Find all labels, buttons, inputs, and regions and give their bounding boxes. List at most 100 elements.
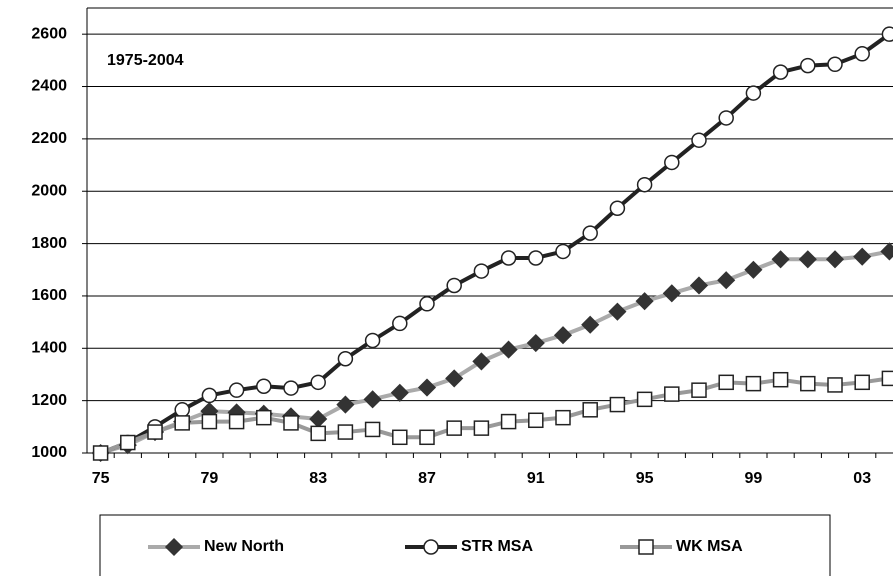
data-point <box>825 250 845 269</box>
y-tick-label: 2200 <box>31 130 67 147</box>
data-point <box>363 390 382 409</box>
data-point <box>662 284 681 303</box>
x-tick-label: 99 <box>745 470 763 487</box>
data-point <box>717 271 736 290</box>
data-point <box>473 263 490 279</box>
y-tick-label: 1000 <box>31 444 67 461</box>
data-point <box>419 296 435 312</box>
y-tick-label: 2000 <box>31 182 67 199</box>
data-point <box>364 421 381 438</box>
data-point <box>473 420 490 436</box>
legend-marker <box>423 539 439 555</box>
data-point <box>691 132 707 148</box>
legend-marker <box>638 539 654 555</box>
data-point <box>309 409 328 429</box>
data-point <box>310 374 326 391</box>
data-point <box>201 387 218 404</box>
annotation: 1975-2004 <box>107 52 184 69</box>
data-point <box>499 340 518 359</box>
data-point <box>417 378 437 397</box>
data-point <box>664 154 680 171</box>
data-point <box>526 333 545 353</box>
data-point <box>228 413 245 430</box>
data-point <box>582 225 598 241</box>
data-point <box>472 352 491 371</box>
data-point <box>553 326 573 345</box>
data-point <box>528 412 544 429</box>
data-point <box>310 425 326 442</box>
data-point <box>881 370 893 387</box>
data-point <box>881 26 893 42</box>
data-point <box>256 409 272 426</box>
data-point <box>745 85 762 101</box>
data-point <box>256 378 272 394</box>
data-point <box>636 391 653 408</box>
data-point <box>744 260 763 279</box>
legend-label: WK MSA <box>676 538 743 555</box>
data-point <box>689 276 709 295</box>
data-point <box>771 250 790 269</box>
data-point <box>555 243 571 260</box>
data-point <box>745 375 762 392</box>
data-point <box>772 371 789 388</box>
data-point <box>147 424 163 440</box>
data-point <box>446 420 462 436</box>
series-line <box>99 376 890 455</box>
data-point <box>390 383 409 402</box>
x-tick-label: 03 <box>853 470 871 487</box>
data-point <box>636 176 653 193</box>
x-tick-label: 79 <box>201 470 219 487</box>
y-tick-label: 1800 <box>31 235 67 252</box>
data-point <box>718 110 734 126</box>
data-point <box>827 377 843 393</box>
data-point <box>800 375 816 392</box>
data-point <box>800 57 816 74</box>
legend-label: STR MSA <box>461 538 533 555</box>
data-point <box>445 369 464 388</box>
data-point <box>419 429 435 446</box>
data-point <box>337 424 354 440</box>
data-point <box>581 315 600 334</box>
data-point <box>364 332 381 349</box>
data-point <box>664 386 680 402</box>
x-tick-label: 83 <box>309 470 327 487</box>
legend-label: New North <box>204 538 284 555</box>
data-point <box>609 396 626 413</box>
x-tick-label: 87 <box>418 470 436 487</box>
data-point <box>336 395 355 414</box>
x-tick-label: 95 <box>636 470 654 487</box>
data-point <box>854 46 870 62</box>
data-point <box>609 200 626 216</box>
data-point <box>528 250 544 266</box>
legend-box <box>99 514 831 576</box>
data-point <box>853 247 872 266</box>
data-point <box>283 380 299 396</box>
y-tick-label: 2400 <box>31 78 67 95</box>
data-point <box>500 413 517 430</box>
data-point <box>582 402 598 418</box>
y-tick-label: 1200 <box>31 392 67 409</box>
data-point <box>772 64 789 80</box>
data-point <box>446 277 462 294</box>
data-point <box>854 374 870 391</box>
data-point <box>880 242 893 261</box>
data-point <box>337 351 354 367</box>
data-point <box>201 413 218 430</box>
data-point <box>691 382 707 398</box>
x-tick-label: 91 <box>527 470 545 487</box>
data-point <box>555 409 571 426</box>
data-point <box>827 56 843 73</box>
y-tick-label: 2600 <box>31 25 67 42</box>
legend-marker <box>164 537 184 557</box>
data-point <box>174 415 190 431</box>
data-point <box>718 374 734 391</box>
data-point <box>174 402 190 418</box>
data-point <box>392 429 408 446</box>
y-tick-label: 1600 <box>31 287 67 304</box>
data-point <box>608 302 627 321</box>
y-tick-label: 1400 <box>31 340 67 357</box>
data-point <box>92 445 109 461</box>
data-point <box>283 415 299 431</box>
data-point <box>120 434 136 451</box>
